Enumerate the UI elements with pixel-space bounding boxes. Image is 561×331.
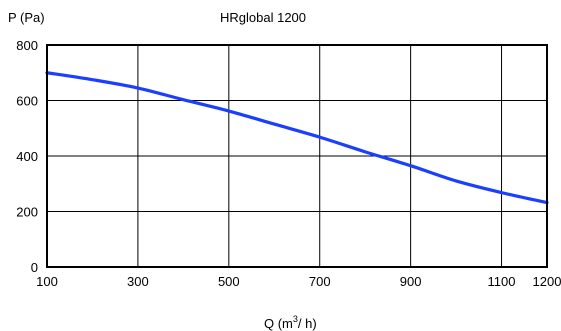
x-axis-label: Q (m3/ h): [264, 314, 317, 331]
chart-title: HRglobal 1200: [220, 10, 306, 25]
y-tick-label: 200: [16, 205, 38, 220]
x-tick-label: 500: [218, 274, 240, 289]
x-tick-label: 900: [400, 274, 422, 289]
tick-labels: 100 300 500 700 900 1100 1200 0 200 400 600 800: [16, 38, 561, 289]
x-axis-label-superscript: 3: [293, 314, 298, 324]
series-line: [45, 71, 549, 205]
y-tick-label: 0: [31, 260, 38, 275]
x-axis-label-suffix: / h): [298, 316, 317, 331]
x-tick-label: 100: [36, 274, 58, 289]
grid-lines: [46, 44, 548, 268]
x-axis-label-prefix: Q (m: [264, 316, 293, 331]
x-tick-label: 300: [127, 274, 149, 289]
plot-frame: [46, 44, 548, 268]
x-tick-label: 1200: [533, 274, 561, 289]
y-axis-label: P (Pa): [8, 10, 45, 25]
series-layer: [45, 71, 549, 205]
y-tick-label: 400: [16, 149, 38, 164]
y-tick-label: 600: [16, 94, 38, 109]
x-tick-label: 1100: [488, 274, 516, 289]
y-tick-label: 800: [16, 38, 38, 53]
x-tick-label: 700: [309, 274, 331, 289]
